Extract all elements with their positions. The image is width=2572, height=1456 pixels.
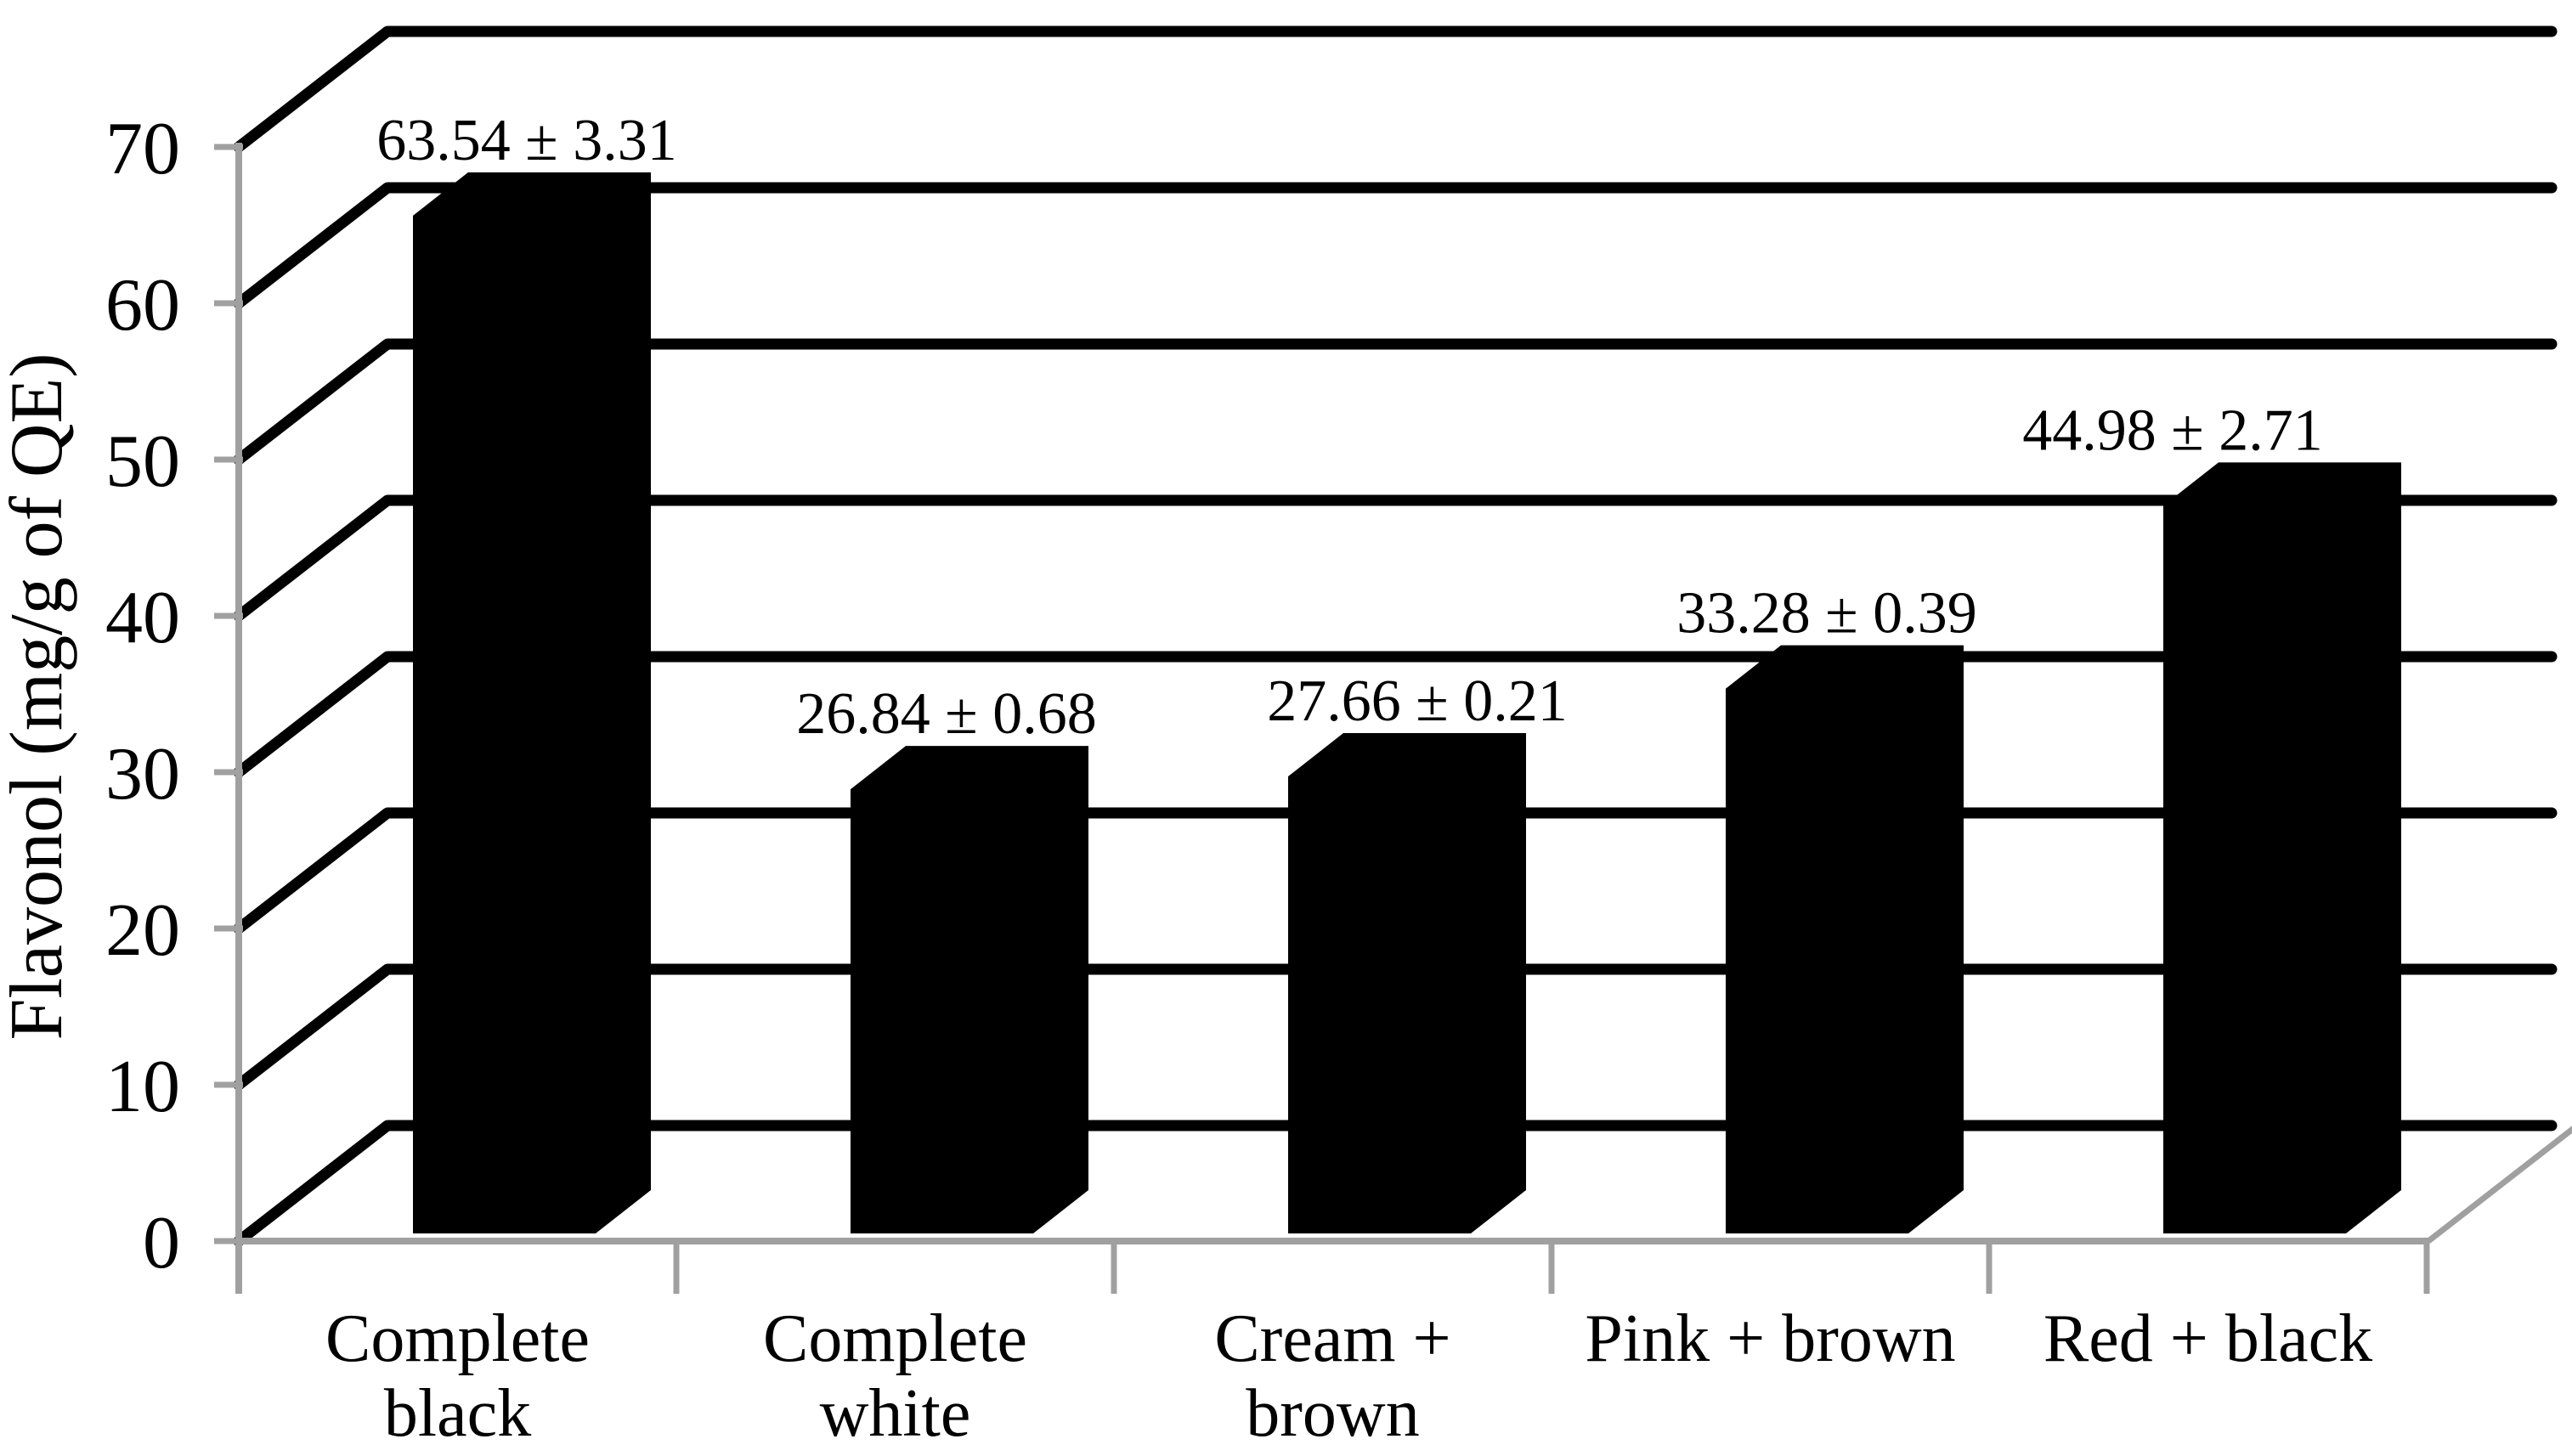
category-label-cream-brown-line1: Cream +	[1214, 1301, 1450, 1376]
gridline-40	[233, 494, 2558, 622]
y-tick-label-30: 30	[105, 733, 180, 815]
data-label-pink-brown: 33.28 ± 0.39	[1676, 581, 1976, 646]
y-tick-label-60: 60	[105, 264, 180, 347]
bar-cream-brown	[1288, 733, 1526, 1233]
data-label-cream-brown: 27.66 ± 0.21	[1267, 669, 1567, 734]
category-label-pink-brown: Pink + brown	[1585, 1301, 1955, 1376]
bar-complete-black	[413, 172, 651, 1233]
y-tick-label-20: 20	[105, 889, 180, 972]
category-label-complete-black-line1: Complete	[325, 1301, 590, 1376]
y-tick-label-10: 10	[105, 1046, 180, 1128]
y-tick-label-0: 0	[143, 1202, 180, 1284]
y-tick-label-70: 70	[105, 108, 180, 190]
data-label-complete-black: 63.54 ± 3.31	[376, 108, 676, 173]
gridline-60	[233, 182, 2558, 309]
category-label-red-black: Red + black	[2043, 1301, 2372, 1376]
gridline-70	[233, 25, 2558, 153]
y-tick-label-50: 50	[105, 420, 180, 503]
chart-graphics: 63.54 ± 3.31 26.84 ± 0.68 27.66 ± 0.21 33.2…	[105, 25, 2572, 1451]
category-label-complete-black-line2: black	[384, 1376, 531, 1451]
y-tick-label-40: 40	[105, 577, 180, 659]
data-label-red-black: 44.98 ± 2.71	[2022, 398, 2322, 463]
category-label-complete-white-line2: white	[820, 1376, 971, 1451]
bar-pink-brown	[1726, 645, 1964, 1233]
data-label-complete-white: 26.84 ± 0.68	[796, 681, 1096, 747]
bar-complete-white	[851, 746, 1088, 1233]
gridline-50	[233, 338, 2558, 466]
category-label-complete-white-line1: Complete	[763, 1301, 1027, 1376]
floor-right-edge	[2426, 1126, 2572, 1244]
bar-red-black	[2163, 462, 2401, 1233]
category-label-cream-brown-line2: brown	[1246, 1376, 1419, 1451]
y-axis-title: Flavonol (mg/g of QE)	[0, 353, 78, 1040]
